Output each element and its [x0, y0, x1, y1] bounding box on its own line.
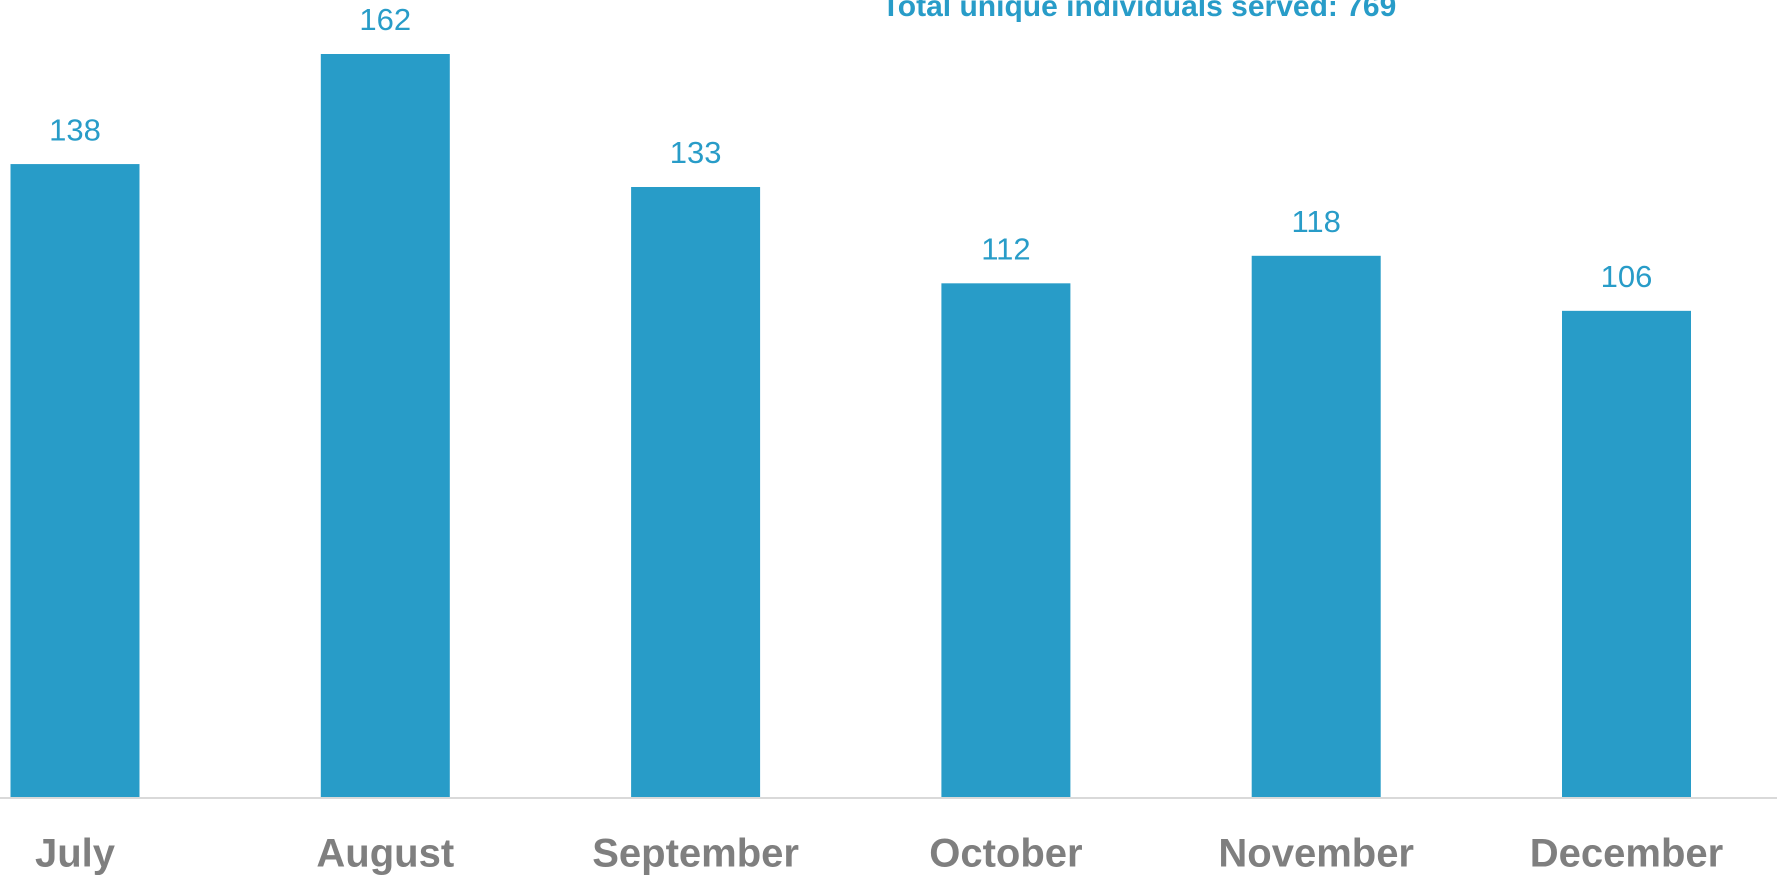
value-label: 138 — [49, 112, 101, 147]
bar — [941, 283, 1071, 797]
x-tick-label: July — [35, 832, 116, 876]
x-tick-label: November — [1218, 832, 1414, 876]
value-label: 118 — [1291, 204, 1340, 239]
x-tick-label: August — [316, 832, 454, 876]
bar — [10, 164, 140, 797]
x-tick-label: December — [1530, 832, 1723, 876]
value-label: 112 — [981, 232, 1030, 267]
bar — [1562, 310, 1691, 797]
value-label: 133 — [670, 135, 722, 170]
bar — [631, 187, 761, 798]
value-label: 162 — [359, 2, 411, 37]
bar — [1251, 255, 1381, 797]
value-label: 106 — [1601, 259, 1653, 294]
bar — [320, 54, 450, 797]
chart-title: Total unique individuals served: 769 — [882, 0, 1397, 23]
x-tick-label: October — [929, 832, 1082, 876]
x-tick-label: September — [592, 832, 799, 876]
